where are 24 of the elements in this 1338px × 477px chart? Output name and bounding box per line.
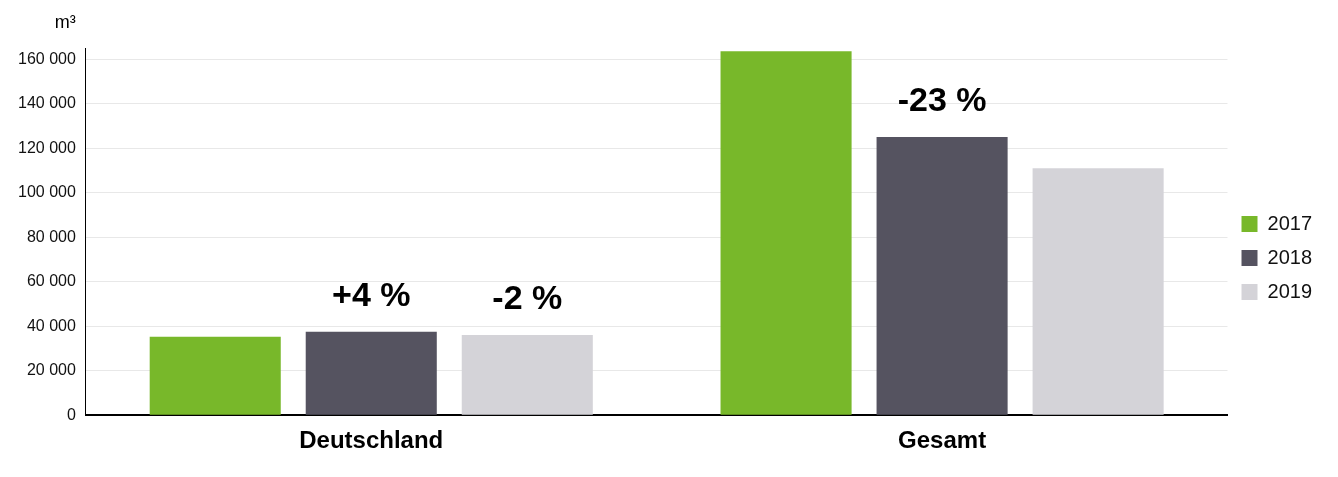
y-tick-label: 140 000 (17, 94, 76, 112)
y-tick-label: 160 000 (17, 49, 76, 67)
y-tick-label: 80 000 (26, 227, 76, 245)
annotation: -2 % (492, 278, 563, 317)
y-tick-label: 40 000 (26, 316, 76, 334)
y-tick-label: 60 000 (26, 272, 76, 290)
annotation: +4 % (332, 275, 411, 314)
bar (461, 335, 593, 415)
legend-label: 2018 (1267, 245, 1313, 268)
bar (720, 51, 852, 415)
annotation: -23 % (897, 80, 987, 119)
bar (305, 331, 437, 415)
bar (1032, 168, 1164, 415)
x-tick-label: Deutschland (299, 426, 444, 454)
x-tick-label: Gesamt (898, 426, 987, 454)
bar (149, 336, 281, 415)
bar (876, 137, 1008, 415)
y-tick-label: 100 000 (17, 183, 76, 201)
legend-label: 2017 (1267, 211, 1313, 234)
y-tick-label: 0 (66, 405, 76, 423)
y-tick-label: 20 000 (26, 361, 76, 379)
y-tick-label: 120 000 (17, 138, 76, 156)
legend-label: 2019 (1267, 279, 1313, 302)
y-axis-title: m³ (54, 11, 76, 32)
